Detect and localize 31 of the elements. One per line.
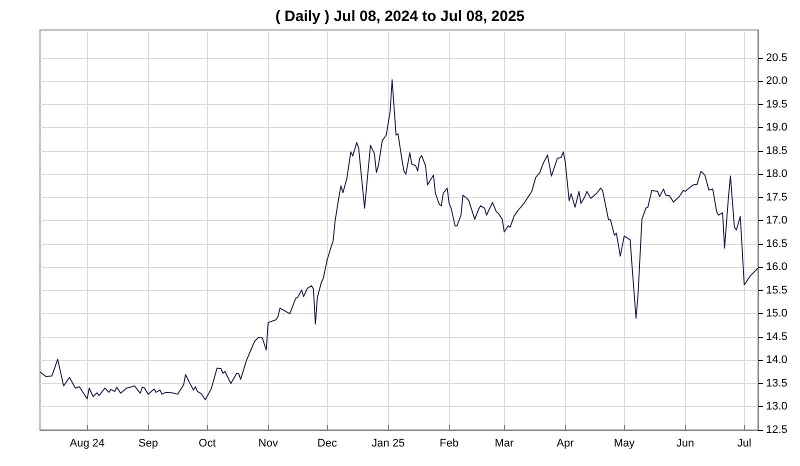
chart-title: ( Daily ) Jul 08, 2024 to Jul 08, 2025	[275, 8, 525, 25]
y-tick-label: 14.0	[766, 354, 788, 366]
x-tick-label: Oct	[198, 438, 216, 450]
y-tick-label: 13.0	[766, 400, 788, 413]
x-tick-label: Apr	[556, 438, 574, 450]
y-tick-label: 13.5	[766, 377, 788, 390]
x-tick-label: Feb	[440, 438, 459, 450]
y-tick-label: 16.0	[766, 261, 788, 274]
y-tick-label: 18.0	[766, 168, 788, 180]
line-series	[40, 79, 758, 400]
x-tick-label: Sep	[138, 438, 158, 450]
y-tick-label: 16.5	[766, 238, 788, 250]
x-tick-label: Mar	[494, 438, 514, 450]
x-tick-label: Jan 25	[372, 438, 405, 450]
y-tick-label: 17.0	[766, 214, 788, 227]
y-tick-label: 12.5	[766, 424, 788, 436]
x-tick-label: Aug 24	[70, 438, 105, 450]
x-tick-label: Jun	[676, 438, 694, 450]
y-tick-label: 19.0	[766, 122, 788, 134]
x-tick-label: Nov	[258, 438, 278, 450]
y-tick-label: 18.5	[766, 144, 788, 157]
y-tick-label: 19.5	[766, 98, 788, 110]
y-tick-label: 14.5	[766, 330, 788, 343]
y-tick-label: 20.0	[766, 75, 788, 88]
x-tick-label: May	[614, 438, 636, 450]
x-tick-label: Dec	[317, 438, 338, 450]
y-tick-label: 15.5	[766, 284, 788, 296]
y-tick-label: 17.5	[766, 191, 788, 204]
y-tick-label: 20.5	[766, 52, 788, 64]
x-tick-label: Jul	[737, 438, 752, 450]
y-tick-label: 15.0	[766, 308, 788, 320]
